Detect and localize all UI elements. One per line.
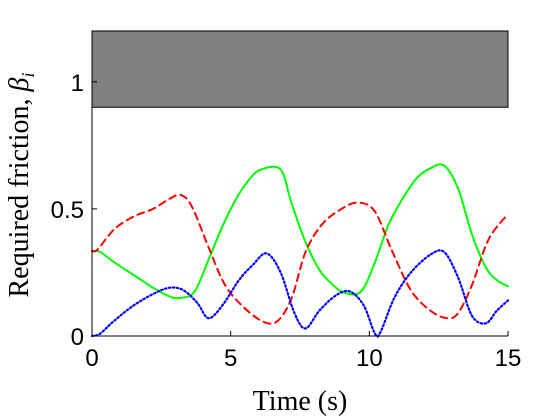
- y-axis-label-subscript: i: [18, 72, 38, 77]
- x-tick-label: 15: [495, 345, 522, 372]
- series-line-dotted: [90, 249, 510, 338]
- series-line-dashed: [91, 193, 509, 325]
- x-tick-label: 0: [85, 345, 98, 372]
- series-line-solid: [91, 163, 509, 300]
- shaded-band-layer: [91, 30, 509, 108]
- x-tick-label: 5: [224, 345, 237, 372]
- x-axis-label: Time (s): [253, 386, 348, 417]
- y-axis-label-text: Required friction,: [4, 91, 35, 297]
- x-tick-label: 10: [356, 345, 383, 372]
- y-tick-label: 0: [71, 324, 84, 351]
- tick-layer: 0 5 10 15 0 0.5 1: [51, 70, 522, 372]
- shaded-band: [91, 30, 509, 108]
- y-axis-label: Required friction, βi: [4, 72, 38, 297]
- y-tick-label: 0.5: [51, 197, 84, 224]
- y-tick-label: 1: [71, 70, 84, 97]
- series-layer: [90, 163, 510, 338]
- y-axis-label-symbol: β: [4, 77, 35, 92]
